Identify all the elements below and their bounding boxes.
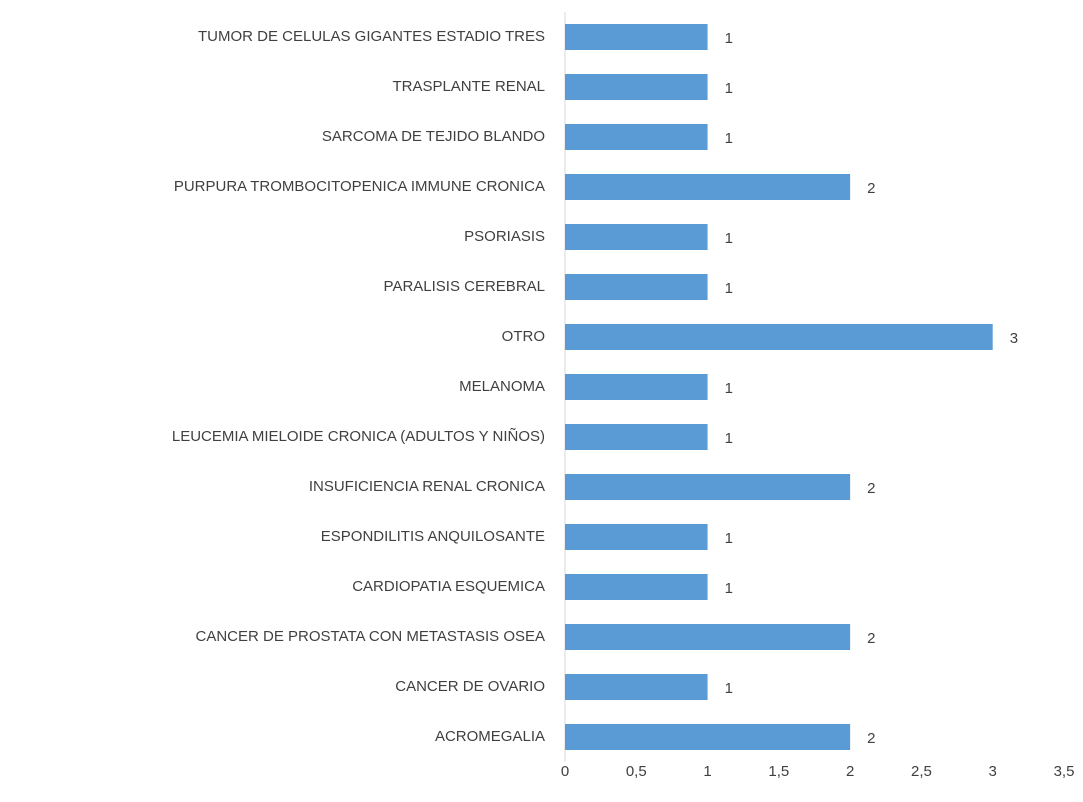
bar (565, 474, 851, 500)
bar (565, 174, 851, 200)
bar (565, 224, 708, 250)
data-label: 1 (725, 680, 733, 697)
bar (565, 374, 708, 400)
x-tick-label: 1 (703, 763, 711, 780)
bar (565, 524, 708, 550)
x-tick-label: 0,5 (626, 763, 647, 780)
x-tick-label: 0 (561, 763, 569, 780)
y-tick-label: LEUCEMIA MIELOIDE CRONICA (ADULTOS Y NIÑ… (172, 428, 545, 445)
bar (565, 274, 708, 300)
data-label: 1 (725, 230, 733, 247)
x-tick-label: 2,5 (911, 763, 932, 780)
y-tick-label: ACROMEGALIA (435, 728, 545, 745)
data-label: 3 (1010, 330, 1018, 347)
data-label: 1 (725, 430, 733, 447)
y-tick-label: OTRO (502, 328, 545, 345)
bar (565, 74, 708, 100)
bar (565, 674, 708, 700)
x-tick-label: 3 (989, 763, 997, 780)
y-tick-label: MELANOMA (459, 378, 545, 395)
data-label: 1 (725, 130, 733, 147)
bar (565, 624, 851, 650)
x-tick-label: 3,5 (1054, 763, 1075, 780)
y-tick-label: PSORIASIS (464, 228, 545, 245)
y-tick-label: CANCER DE OVARIO (395, 678, 545, 695)
y-tick-label: CARDIOPATIA ESQUEMICA (352, 578, 545, 595)
x-tick-label: 2 (846, 763, 854, 780)
data-label: 1 (725, 580, 733, 597)
y-tick-label: SARCOMA DE TEJIDO BLANDO (322, 128, 545, 145)
bar (565, 24, 708, 50)
bar (565, 574, 708, 600)
y-tick-label: ESPONDILITIS ANQUILOSANTE (321, 528, 545, 545)
y-tick-label: PARALISIS CEREBRAL (384, 278, 545, 295)
data-label: 1 (725, 380, 733, 397)
data-label: 2 (867, 730, 875, 747)
data-label: 2 (867, 630, 875, 647)
y-tick-label: CANCER DE PROSTATA CON METASTASIS OSEA (196, 628, 546, 645)
y-tick-label: INSUFICIENCIA RENAL CRONICA (309, 478, 545, 495)
y-tick-label: PURPURA TROMBOCITOPENICA IMMUNE CRONICA (174, 178, 545, 195)
bar (565, 124, 708, 150)
data-label: 1 (725, 30, 733, 47)
y-tick-label: TUMOR DE CELULAS GIGANTES ESTADIO TRES (198, 28, 545, 45)
data-label: 1 (725, 80, 733, 97)
y-tick-label: TRASPLANTE RENAL (392, 78, 545, 95)
bar (565, 424, 708, 450)
data-label: 2 (867, 180, 875, 197)
x-tick-label: 1,5 (768, 763, 789, 780)
data-label: 1 (725, 530, 733, 547)
bar (565, 724, 851, 750)
data-label: 2 (867, 480, 875, 497)
bar (565, 324, 993, 350)
data-label: 1 (725, 280, 733, 297)
